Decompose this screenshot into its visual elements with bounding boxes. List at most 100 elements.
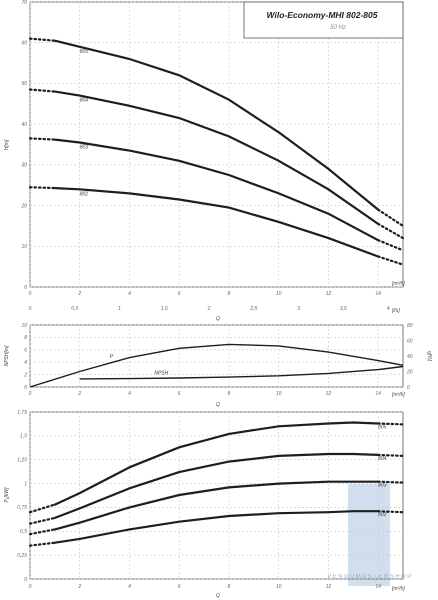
x-tick-label: 0: [29, 291, 32, 297]
head-x-label: Q: [216, 316, 220, 322]
y-tick-label: 0,75: [17, 505, 27, 511]
eta-y-label: η[%]: [426, 351, 432, 362]
series-line-804-start-dotted: [28, 88, 56, 93]
series-line-802: [53, 510, 380, 544]
y-tick-label: 0,25: [17, 553, 27, 559]
series-line-NPSH: [79, 365, 404, 380]
power-x-unit: [m³/h]: [391, 586, 405, 592]
x-tick-label-secondary: 0,5: [71, 306, 78, 312]
x-tick-label: 2: [77, 291, 81, 297]
npsh-x-label: Q: [216, 402, 220, 408]
y-tick-label: 30: [21, 163, 27, 169]
y-tick-label: 1,75: [17, 410, 27, 416]
y-tick-label-right: 40: [407, 354, 413, 360]
title-box: [243, 1, 404, 39]
y-tick-label: 20: [20, 203, 27, 209]
series-line-803-end-dotted: [377, 239, 405, 252]
y-tick-label: 50: [21, 81, 27, 87]
series-label-NPSH: NPSH: [154, 370, 168, 376]
series-label-803: 803: [378, 483, 387, 489]
series-line-803-start-dotted: [28, 137, 56, 141]
series-label-805: 805: [378, 424, 387, 430]
x-tick-label-secondary: 3,5: [340, 306, 347, 312]
series-line-804: [53, 90, 380, 225]
x-tick-label: 12: [326, 291, 332, 297]
x-tick-label: 10: [276, 584, 282, 590]
npsh-x-unit: [m³/h]: [391, 392, 405, 398]
power-x-label: Q: [216, 593, 220, 599]
x-tick-label: 2: [77, 391, 81, 397]
series-line-802-end-dotted: [377, 510, 405, 514]
series-label-802: 802: [378, 512, 387, 518]
series-line-804-end-dotted: [377, 222, 405, 240]
head-x-unit: [m³/h]: [391, 281, 405, 287]
y-tick-label: 10: [21, 323, 27, 329]
head-chart: 0 2 4 6 8 10 12 140 0,5 1 1,5 2 2,5 3 3,5 4010203040506…: [4, 0, 405, 322]
x-tick-label: 10: [276, 391, 282, 397]
series-line-804-start-dotted: [28, 516, 56, 525]
y-tick-label: 4: [24, 360, 27, 366]
y-tick-label: 6: [24, 348, 27, 354]
y-tick-label: 0,5: [20, 529, 27, 535]
series-line-803-start-dotted: [28, 528, 56, 536]
x-tick-label: 2: [77, 584, 81, 590]
x-tick-label-secondary: 3: [297, 306, 300, 312]
series-line-805: [53, 421, 380, 506]
y-tick-label: 0: [24, 577, 27, 583]
y-tick-label: 1: [24, 481, 27, 487]
power-chart: 0 2 4 6 8 10 12 14 0 0,25 0,5 0,75 1 1,25 1,5 1,75 805 8…: [4, 410, 405, 599]
series-line-802-start-dotted: [28, 186, 56, 190]
x-tick-label: 12: [326, 584, 332, 590]
series-line-805-start-dotted: [28, 37, 56, 42]
x-tick-label: 6: [178, 391, 181, 397]
x-tick-label: 6: [178, 584, 181, 590]
y-tick-label-right: 60: [407, 338, 413, 344]
series-line-P: [29, 343, 404, 388]
y-tick-label: 1,25: [17, 458, 27, 464]
series-label-805: 805: [80, 49, 89, 55]
head-chart-frame: [29, 1, 404, 288]
y-tick-label: 40: [21, 122, 27, 128]
series-line-804: [53, 452, 380, 519]
series-line-805-end-dotted: [377, 422, 405, 426]
series-line-803: [53, 138, 380, 242]
y-tick-label: 70: [21, 0, 27, 6]
series-line-802-end-dotted: [377, 255, 405, 266]
series-line-805: [53, 39, 380, 211]
chart-title: Wilo-Economy-MHI 802-805: [267, 10, 378, 20]
power-chart-frame: [29, 411, 404, 580]
y-tick-label-right: 80: [407, 323, 413, 329]
y-tick-label: 8: [24, 335, 27, 341]
x-tick-label-secondary: 1,5: [161, 306, 168, 312]
npsh-chart-frame: [29, 324, 404, 388]
series-line-804-end-dotted: [377, 453, 405, 457]
head-y-label: H[m]: [4, 139, 10, 150]
x-tick-label: 8: [228, 391, 231, 397]
y-tick-label: 0: [24, 385, 27, 391]
watermark-text: VENDUMASTERSHOP: [327, 574, 413, 580]
watermark-block: [348, 484, 390, 586]
series-line-805-start-dotted: [28, 503, 56, 514]
x-tick-label: 0: [29, 584, 32, 590]
x-tick-label-secondary: 2,5: [249, 306, 257, 312]
y-tick-label: 2: [23, 372, 27, 378]
npsh-y-label: NPSH[m]: [4, 345, 10, 366]
x-tick-label: 4: [128, 584, 131, 590]
x-tick-label: 14: [375, 291, 381, 297]
y-tick-label-right: 0: [407, 385, 410, 391]
series-label-804: 804: [378, 456, 387, 462]
series-line-802: [53, 187, 380, 258]
x-tick-label: 10: [276, 291, 282, 297]
chart-subtitle: 50 Hz: [330, 25, 346, 31]
head-x-unit-secondary: [l/s]: [391, 308, 400, 314]
y-tick-label: 10: [21, 244, 27, 250]
x-tick-label: 4: [128, 291, 131, 297]
x-tick-label-secondary: 2: [207, 306, 211, 312]
x-tick-label-secondary: 4: [387, 306, 390, 312]
x-tick-label: 14: [375, 391, 381, 397]
x-tick-label: 0: [29, 391, 32, 397]
series-label-803: 803: [80, 144, 89, 150]
x-tick-label: 6: [178, 291, 181, 297]
y-tick-label: 1,5: [20, 434, 27, 440]
